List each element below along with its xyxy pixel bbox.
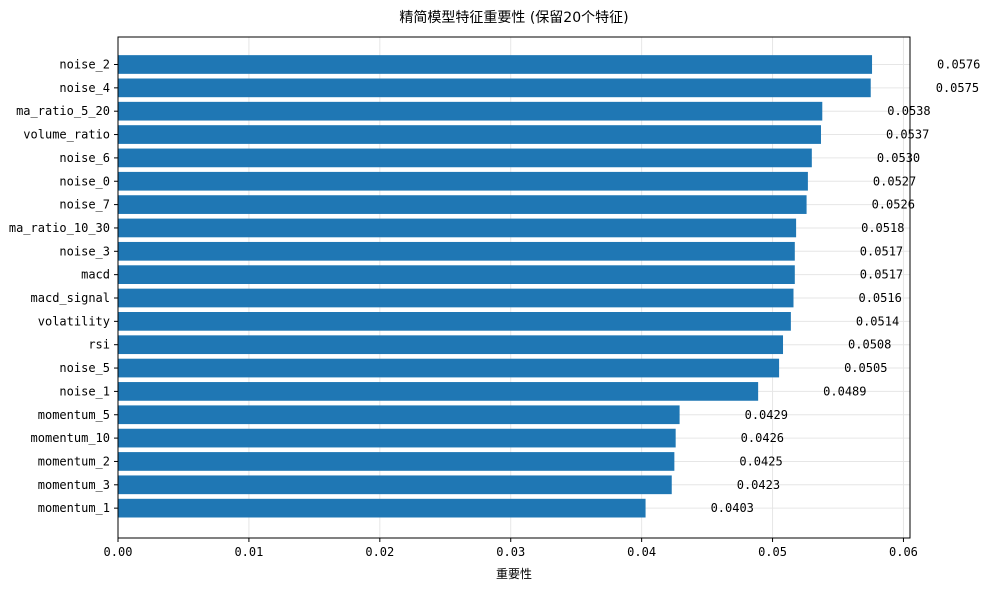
y-tick-label-rsi: rsi <box>88 338 110 352</box>
y-tick-label-ma_ratio_5_20: ma_ratio_5_20 <box>16 104 110 118</box>
bar-momentum_5 <box>118 405 680 425</box>
value-label-momentum_3: 0.0423 <box>737 478 780 492</box>
y-tick-label-noise_1: noise_1 <box>59 384 110 398</box>
bar-noise_1 <box>118 382 759 401</box>
plot-frame <box>117 36 911 539</box>
y-tick-label-momentum_2: momentum_2 <box>38 454 110 468</box>
y-tick-label-noise_6: noise_6 <box>59 151 110 165</box>
y-tick-label-momentum_10: momentum_10 <box>31 431 110 445</box>
x-tick-label: 0.05 <box>758 545 787 559</box>
bar-momentum_2 <box>118 452 675 471</box>
value-label-momentum_5: 0.0429 <box>745 408 788 422</box>
x-tick-labels: 0.00 0.01 0.02 0.03 0.04 0.05 0.06 <box>104 538 918 559</box>
value-label-volume_ratio: 0.0537 <box>886 128 929 142</box>
chart-title: 精简模型特征重要性 (保留20个特征) <box>399 9 628 26</box>
y-tick-label-noise_3: noise_3 <box>59 244 110 258</box>
y-tick-label-momentum_5: momentum_5 <box>38 408 110 422</box>
bar-volatility <box>118 312 791 331</box>
bar-macd_signal <box>118 288 794 308</box>
bar-noise_3 <box>118 241 795 261</box>
value-label-noise_2: 0.0576 <box>937 58 980 72</box>
x-tick-label: 0.06 <box>889 545 918 559</box>
y-tick-label-noise_5: noise_5 <box>59 361 110 375</box>
y-tick-labels: noise_2 noise_4 ma_ratio_5_20 volume_ration… <box>9 58 118 515</box>
y-tick-label-volatility: volatility <box>38 314 110 328</box>
y-tick-label-noise_4: noise_4 <box>59 81 110 95</box>
y-tick-label-macd_signal: macd_signal <box>31 291 110 305</box>
bar-noise_6 <box>118 148 812 168</box>
value-label-momentum_10: 0.0426 <box>741 431 784 445</box>
value-label-momentum_1: 0.0403 <box>711 501 754 515</box>
bar-noise_2 <box>118 55 873 74</box>
bar-momentum_10 <box>118 428 676 448</box>
value-label-ma_ratio_5_20: 0.0538 <box>887 104 930 118</box>
y-tick-label-momentum_1: momentum_1 <box>38 501 110 515</box>
y-tick-label-volume_ratio: volume_ratio <box>23 128 110 142</box>
x-tick-label: 0.01 <box>234 545 263 559</box>
value-label-noise_4: 0.0575 <box>936 81 979 95</box>
bars <box>118 55 873 518</box>
value-label-macd: 0.0517 <box>860 268 903 282</box>
bar-noise_0 <box>118 171 808 191</box>
bar-ma_ratio_10_30 <box>118 218 797 238</box>
x-tick-label: 0.04 <box>627 545 656 559</box>
y-tick-label-ma_ratio_10_30: ma_ratio_10_30 <box>9 221 110 235</box>
value-label-noise_6: 0.0530 <box>877 151 920 165</box>
value-labels: 0.0576 0.0575 0.0538 0.0537 0.0530 0.0527 0.05… <box>711 58 981 516</box>
value-label-noise_0: 0.0527 <box>873 174 916 188</box>
value-label-noise_7: 0.0526 <box>872 198 915 212</box>
y-tick-label-noise_0: noise_0 <box>59 174 110 188</box>
value-label-noise_3: 0.0517 <box>860 244 903 258</box>
value-label-ma_ratio_10_30: 0.0518 <box>861 221 904 235</box>
y-tick-label-noise_2: noise_2 <box>59 58 110 72</box>
y-tick-label-momentum_3: momentum_3 <box>38 478 110 492</box>
bar-ma_ratio_5_20 <box>118 101 823 121</box>
bar-noise_7 <box>118 195 807 214</box>
x-tick-label: 0.00 <box>104 545 133 559</box>
bar-volume_ratio <box>118 125 821 144</box>
x-axis-title: 重要性 <box>496 567 532 581</box>
y-tick-label-noise_7: noise_7 <box>59 198 110 212</box>
x-tick-label: 0.02 <box>365 545 394 559</box>
bar-macd <box>118 265 795 284</box>
bar-momentum_1 <box>118 498 646 518</box>
y-tick-label-macd: macd <box>81 268 110 282</box>
value-label-noise_5: 0.0505 <box>844 361 887 375</box>
bar-noise_4 <box>118 78 871 98</box>
bar-noise_5 <box>118 358 780 378</box>
value-label-rsi: 0.0508 <box>848 338 891 352</box>
value-label-macd_signal: 0.0516 <box>858 291 901 305</box>
value-label-noise_1: 0.0489 <box>823 384 866 398</box>
bar-rsi <box>118 335 784 355</box>
x-tick-label: 0.03 <box>496 545 525 559</box>
bar-momentum_3 <box>118 475 672 495</box>
value-label-volatility: 0.0514 <box>856 314 899 328</box>
value-label-momentum_2: 0.0425 <box>739 454 782 468</box>
